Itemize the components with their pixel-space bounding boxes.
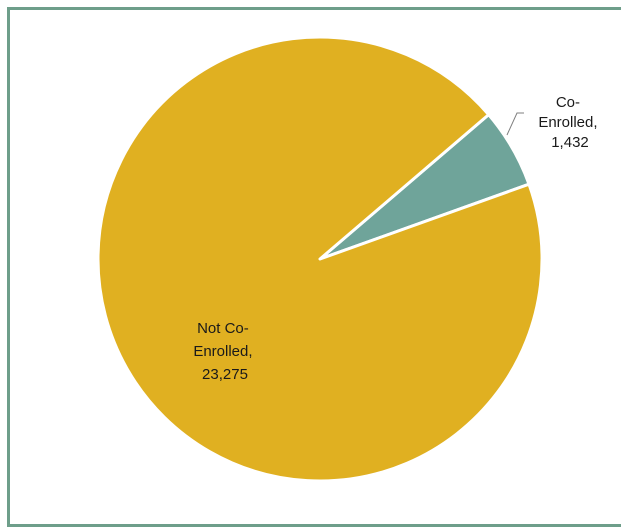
not-co-enrolled-label-line-2: Enrolled, (193, 343, 252, 360)
not-co-enrolled-label-line-1: Not Co- (197, 320, 249, 337)
co-enrolled-label-line-2: Enrolled, (538, 114, 597, 131)
not-co-enrolled-value: 23,275 (202, 366, 248, 383)
co-enrolled-label-line-1: Co- (556, 94, 580, 111)
pie-chart: Co- Enrolled, 1,432 Not Co- Enrolled, 23… (96, 35, 601, 483)
not-co-enrolled-label: Not Co- Enrolled, 23,275 (193, 320, 256, 383)
callout-leader-line (506, 112, 524, 136)
pie-slices (96, 35, 544, 483)
co-enrolled-value: 1,432 (551, 134, 589, 151)
co-enrolled-label: Co- Enrolled, 1,432 (538, 94, 601, 151)
pie-slice-not-co-enrolled (96, 35, 544, 483)
